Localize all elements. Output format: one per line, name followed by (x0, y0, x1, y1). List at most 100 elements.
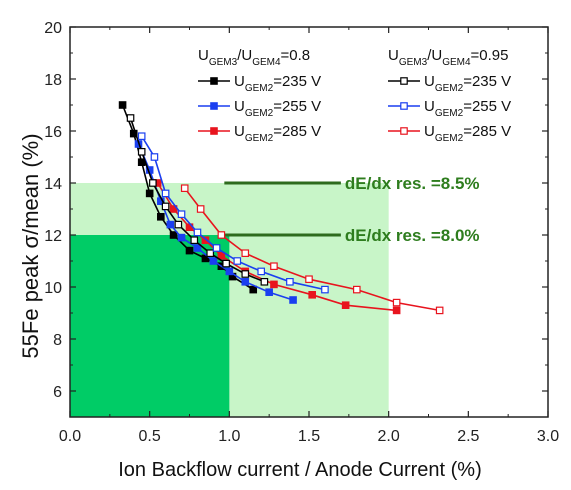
legend-text-part: =235 V (273, 73, 321, 90)
data-point (178, 211, 184, 217)
data-point (150, 180, 156, 186)
legend-text-part: U (234, 123, 245, 140)
data-point (162, 203, 168, 209)
legend-text-part: =285 V (273, 123, 321, 140)
data-point (194, 245, 200, 251)
data-point (182, 185, 188, 191)
legend-swatch-marker (401, 78, 407, 84)
legend-text-part: =255 V (463, 98, 511, 115)
x-tick-label: 2.0 (378, 428, 400, 445)
annotation-label: dE/dx res. =8.0% (345, 226, 480, 245)
legend-swatch-marker (401, 128, 407, 134)
legend-text-part: =0.8 (281, 47, 311, 64)
legend-header: UGEM3/UGEM4=0.95 (388, 47, 509, 68)
data-point (207, 250, 213, 256)
legend-text-part: /U (237, 47, 252, 64)
legend-text-part: GEM2 (435, 133, 464, 144)
legend-header: UGEM3/UGEM4=0.8 (198, 47, 310, 68)
legend-item: UGEM2=235 V (388, 73, 511, 94)
data-point (213, 245, 219, 251)
legend-item: UGEM2=255 V (198, 98, 321, 119)
data-point (261, 279, 267, 285)
annotation-label: dE/dx res. =8.5% (345, 174, 480, 193)
legend-text-part: =285 V (463, 123, 511, 140)
data-point (175, 221, 181, 227)
data-point (170, 232, 176, 238)
data-point (119, 102, 125, 108)
legend-text-part: GEM2 (245, 133, 274, 144)
data-point (287, 279, 293, 285)
x-tick-label: 1.0 (218, 428, 240, 445)
legend-label: UGEM2=255 V (424, 98, 511, 119)
data-point (271, 263, 277, 269)
data-point (342, 302, 348, 308)
x-tick-label: 1.5 (298, 428, 320, 445)
legend-text-part: /U (427, 47, 442, 64)
y-tick-label: 8 (53, 332, 62, 349)
data-point (234, 258, 240, 264)
data-point (194, 229, 200, 235)
legend-text-part: GEM2 (435, 108, 464, 119)
legend-label: UGEM2=285 V (234, 123, 321, 144)
y-tick-label: 6 (53, 384, 62, 401)
legend-text-part: GEM2 (245, 108, 274, 119)
legend-item: UGEM2=285 V (198, 123, 321, 144)
data-point (436, 307, 442, 313)
data-point (242, 271, 248, 277)
legend-item: UGEM2=235 V (198, 73, 321, 94)
data-point (309, 292, 315, 298)
legend-swatch-marker (211, 78, 217, 84)
legend-text-part: U (424, 98, 435, 115)
shaded-regions (70, 183, 389, 417)
legend-text-part: U (198, 47, 209, 64)
legend-text-part: U (388, 47, 399, 64)
x-tick-label: 2.5 (457, 428, 479, 445)
y-axis-label: 55Fe peak σ/mean (%) (18, 133, 43, 358)
data-point (242, 279, 248, 285)
legend-text-part: U (424, 73, 435, 90)
data-point (139, 133, 145, 139)
x-tick-label: 0.0 (59, 428, 81, 445)
legend: UGEM3/UGEM4=0.8 UGEM3/UGEM4=0.95UGEM2=235… (198, 47, 511, 144)
data-point (242, 250, 248, 256)
legend-text-part: GEM2 (245, 83, 274, 94)
legend-text-part: GEM2 (435, 83, 464, 94)
x-axis-label: Ion Backflow current / Anode Current (%) (118, 459, 482, 481)
data-point (127, 115, 133, 121)
legend-item: UGEM2=255 V (388, 98, 511, 119)
legend-text-part: U (424, 123, 435, 140)
legend-text-part: =0.95 (471, 47, 509, 64)
legend-text-part: GEM4 (252, 57, 281, 68)
x-tick-label: 3.0 (537, 428, 559, 445)
shaded-region-2 (70, 235, 229, 417)
y-tick-label: 14 (44, 176, 62, 193)
data-point (186, 247, 192, 253)
legend-text-part: =235 V (463, 73, 511, 90)
data-point (290, 297, 296, 303)
legend-label: UGEM2=235 V (424, 73, 511, 94)
legend-swatch-marker (401, 103, 407, 109)
legend-text-part: GEM4 (442, 57, 471, 68)
y-tick-label: 10 (44, 280, 62, 297)
data-point (167, 221, 173, 227)
legend-text-part: GEM3 (209, 57, 238, 68)
data-point (218, 253, 224, 259)
legend-label: UGEM2=285 V (424, 123, 511, 144)
data-point (354, 286, 360, 292)
data-point (162, 190, 168, 196)
y-tick-label: 20 (44, 20, 62, 37)
legend-label: UGEM2=235 V (234, 73, 321, 94)
data-point (393, 307, 399, 313)
x-tick-label: 0.5 (139, 428, 161, 445)
data-point (306, 276, 312, 282)
data-point (146, 190, 152, 196)
legend-text-part: U (234, 98, 245, 115)
data-point (258, 268, 264, 274)
data-point (226, 268, 232, 274)
data-point (250, 286, 256, 292)
legend-text-part: =255 V (273, 98, 321, 115)
data-point (197, 206, 203, 212)
legend-label: UGEM2=255 V (234, 98, 321, 119)
data-point (178, 234, 184, 240)
